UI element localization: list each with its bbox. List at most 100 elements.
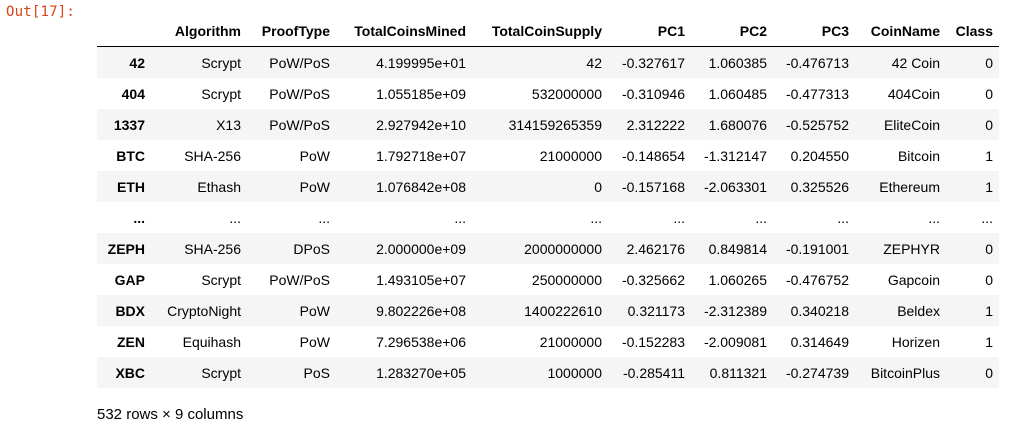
pc2-cell: 1.680076 [708,116,767,133]
totalcoinsmined-cell: 1.076842e+08 [376,178,466,195]
table-header-row: Algorithm ProofType TotalCoinsMined Tota… [97,15,999,47]
class-cell: 1 [985,302,993,319]
algorithm-cell: CryptoNight [167,302,241,319]
algorithm-cell: Scrypt [201,364,241,381]
pc2-cell: ... [755,209,767,226]
class-cell: ... [981,209,993,226]
class-cell: 0 [985,54,993,71]
output-prompt: Out[17]: [6,4,76,20]
table-row: GAP Scrypt PoW/PoS 1.493105e+07 250000000 -0.… [97,264,999,295]
totalcoinsupply-cell: 250000000 [531,271,602,288]
totalcoinsmined-cell: 1.283270e+05 [376,364,466,381]
dataframe-shape-summary: 532 rows × 9 columns [97,406,244,423]
prooftype-cell: PoW/PoS [269,116,330,133]
totalcoinsupply-cell: 21000000 [539,147,602,164]
algorithm-cell: Equihash [182,333,241,350]
row-index: 42 [129,54,145,71]
totalcoinsupply-cell: 42 [586,54,602,71]
pc1-cell: -0.325662 [621,271,685,288]
pc2-cell: 1.060485 [708,85,767,102]
algorithm-cell: SHA-256 [184,240,241,257]
algorithm-cell: X13 [216,116,241,133]
prooftype-cell: PoW [299,333,330,350]
class-cell: 1 [985,178,993,195]
totalcoinsmined-cell: 7.296538e+06 [376,333,466,350]
class-cell: 0 [985,364,993,381]
table-row: .............................. [97,202,999,233]
coinname-cell: Beldex [897,302,940,319]
table-row: 1337 X13 PoW/PoS 2.927942e+10 314159265359 2.… [97,109,999,140]
header-class: Class [946,15,999,47]
totalcoinsmined-cell: 2.927942e+10 [376,116,466,133]
totalcoinsupply-cell: 21000000 [539,333,602,350]
pc1-cell: ... [673,209,685,226]
pc1-cell: 2.462176 [626,240,685,257]
class-cell: 1 [985,147,993,164]
pc1-cell: -0.152283 [621,333,685,350]
coinname-cell: Bitcoin [897,147,940,164]
class-cell: 0 [985,116,993,133]
pc3-cell: 0.204550 [790,147,849,164]
pc3-cell: 0.340218 [790,302,849,319]
totalcoinsupply-cell: 314159265359 [508,116,602,133]
prooftype-cell: PoW [299,178,330,195]
algorithm-cell: Scrypt [201,54,241,71]
header-pc3: PC3 [773,15,855,47]
coinname-cell: ZEPHYR [883,240,940,257]
pc1-cell: -0.148654 [621,147,685,164]
pc3-cell: -0.525752 [785,116,849,133]
pc3-cell: -0.477313 [785,85,849,102]
header-pc1: PC1 [608,15,691,47]
coinname-cell: BitcoinPlus [870,364,940,381]
coinname-cell: ... [928,209,940,226]
header-totalcoinsupply: TotalCoinSupply [472,15,608,47]
coinname-cell: Gapcoin [887,271,940,288]
header-pc2: PC2 [691,15,773,47]
dataframe-table: Algorithm ProofType TotalCoinsMined Tota… [97,15,999,388]
pc2-cell: -2.063301 [703,178,767,195]
table-row: ZEN Equihash PoW 7.296538e+06 21000000 -0.152… [97,326,999,357]
table-row: 404 Scrypt PoW/PoS 1.055185e+09 532000000 -0.… [97,78,999,109]
row-index: ETH [117,178,145,195]
header-index [97,15,151,47]
totalcoinsupply-cell: 1000000 [547,364,602,381]
row-index: 1337 [113,116,145,133]
pc2-cell: -2.009081 [703,333,767,350]
prooftype-cell: ... [318,209,330,226]
table-body: 42 Scrypt PoW/PoS 4.199995e+01 42 -0.327617 1.… [97,46,999,388]
pc2-cell: 1.060265 [708,271,767,288]
totalcoinsmined-cell: 1.055185e+09 [376,85,466,102]
algorithm-cell: Ethash [197,178,241,195]
pc2-cell: 0.849814 [708,240,767,257]
totalcoinsmined-cell: 2.000000e+09 [376,240,466,257]
totalcoinsmined-cell: 9.802226e+08 [376,302,466,319]
row-index: BTC [116,147,145,164]
header-algorithm: Algorithm [151,15,247,47]
totalcoinsmined-cell: 1.792718e+07 [376,147,466,164]
totalcoinsupply-cell: 0 [594,178,602,195]
row-index: ... [133,209,145,226]
totalcoinsmined-cell: ... [454,209,466,226]
prooftype-cell: PoW/PoS [269,85,330,102]
coinname-cell: Horizen [891,333,940,350]
prooftype-cell: DPoS [293,240,330,257]
row-index: BDX [115,302,145,319]
header-prooftype: ProofType [247,15,336,47]
prooftype-cell: PoW/PoS [269,54,330,71]
pc1-cell: -0.327617 [621,54,685,71]
pc2-cell: -2.312389 [703,302,767,319]
coinname-cell: 42 Coin [891,54,940,71]
dataframe-output: Algorithm ProofType TotalCoinsMined Tota… [97,15,999,388]
coinname-cell: EliteCoin [883,116,940,133]
class-cell: 0 [985,271,993,288]
coinname-cell: 404Coin [887,85,940,102]
pc2-cell: 0.811321 [709,364,767,381]
row-index: ZEPH [107,240,145,257]
totalcoinsupply-cell: 532000000 [531,85,602,102]
pc3-cell: -0.476713 [785,54,849,71]
row-index: ZEN [117,333,145,350]
pc2-cell: -1.312147 [703,147,767,164]
table-row: 42 Scrypt PoW/PoS 4.199995e+01 42 -0.327617 1.… [97,46,999,78]
totalcoinsmined-cell: 1.493105e+07 [376,271,466,288]
prooftype-cell: PoW [299,302,330,319]
